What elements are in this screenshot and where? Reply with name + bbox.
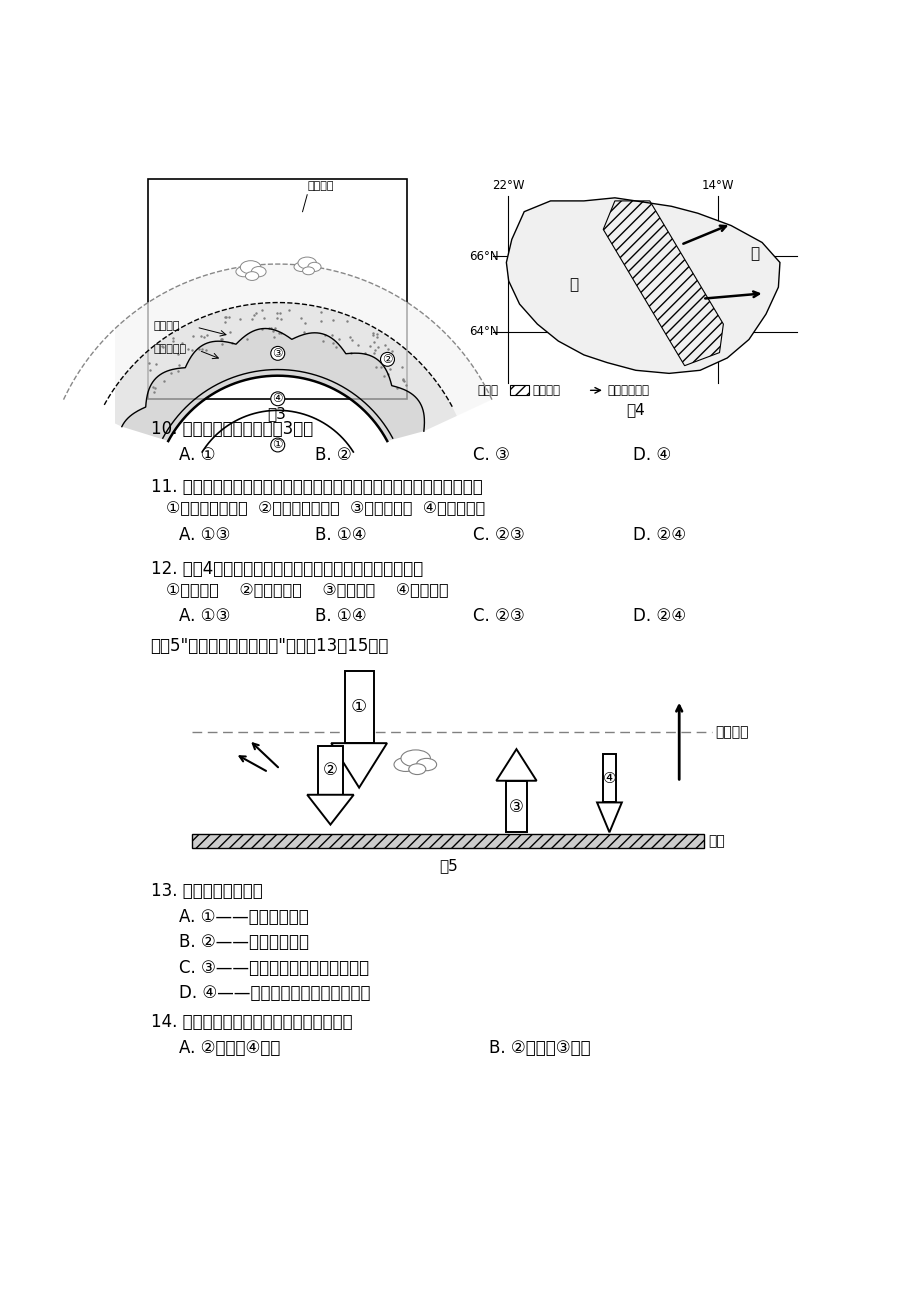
Text: ①: ① (272, 439, 283, 452)
Bar (510, 385, 528, 395)
Ellipse shape (401, 750, 430, 767)
Circle shape (270, 392, 284, 406)
Text: 11. 火山一旦爆发，火山灰将向欧洲上空扩散，起作用的气压带、风带是: 11. 火山一旦爆发，火山灰将向欧洲上空扩散，起作用的气压带、风带是 (151, 478, 482, 496)
Polygon shape (307, 794, 353, 824)
Text: 地面: 地面 (707, 835, 724, 849)
Ellipse shape (240, 260, 261, 273)
Text: 活火山带: 活火山带 (531, 384, 560, 397)
Text: 古登堡界面: 古登堡界面 (153, 344, 187, 354)
Text: C. ②③: C. ②③ (472, 608, 524, 625)
Text: 14. 多云的天气昼夜温差较小，主要是因为: 14. 多云的天气昼夜温差较小，主要是因为 (151, 1013, 352, 1031)
Text: 13. 下列描述正确的是: 13. 下列描述正确的是 (151, 881, 262, 900)
Text: A. ①: A. ① (178, 445, 215, 464)
Text: ④: ④ (602, 771, 616, 785)
Text: 板块运动方向: 板块运动方向 (607, 384, 649, 397)
Text: D. ②④: D. ②④ (632, 608, 685, 625)
Text: 10. 火山喷发的物质来自图3中的: 10. 火山喷发的物质来自图3中的 (151, 419, 312, 437)
Polygon shape (121, 328, 424, 441)
Text: A. ①③: A. ①③ (178, 608, 230, 625)
Text: 12. 从图4可以看出，冰岛地震、火山活动频繁是因为处于: 12. 从图4可以看出，冰岛地震、火山活动频繁是因为处于 (151, 560, 423, 578)
Text: C. ③——近地面大气的主要直接热源: C. ③——近地面大气的主要直接热源 (178, 958, 369, 976)
Bar (318, 746, 342, 794)
Polygon shape (505, 198, 779, 374)
Bar (505, 781, 527, 832)
Bar (192, 833, 703, 848)
Ellipse shape (393, 758, 417, 772)
Text: 莫霍界面: 莫霍界面 (153, 320, 180, 331)
Bar (147, 180, 407, 398)
Ellipse shape (298, 256, 316, 268)
Ellipse shape (245, 272, 258, 280)
Text: B. ②: B. ② (314, 445, 351, 464)
Ellipse shape (302, 267, 314, 275)
Circle shape (270, 437, 284, 452)
Text: 14°W: 14°W (701, 178, 733, 191)
Polygon shape (63, 264, 492, 415)
Polygon shape (495, 749, 536, 781)
Text: 图例：: 图例： (477, 384, 498, 397)
Ellipse shape (251, 267, 266, 277)
Ellipse shape (408, 764, 425, 775)
Text: D. ④——使日落后的天空仍然很明亮: D. ④——使日落后的天空仍然很明亮 (178, 984, 369, 1003)
Circle shape (380, 353, 394, 366)
Text: C. ③: C. ③ (472, 445, 509, 464)
Text: B. ②——地面短波辐射: B. ②——地面短波辐射 (178, 934, 308, 952)
Ellipse shape (308, 262, 321, 272)
Text: ①: ① (351, 698, 367, 716)
Text: 大气上界: 大气上界 (715, 725, 748, 740)
Text: 图4: 图4 (626, 402, 644, 418)
Polygon shape (596, 802, 621, 832)
Text: ③: ③ (508, 798, 523, 815)
Text: ①副热带高气压带  ②副极地低气压带  ③东北信风带  ④盛行西风带: ①副热带高气压带 ②副极地低气压带 ③东北信风带 ④盛行西风带 (166, 501, 485, 516)
Ellipse shape (235, 267, 252, 277)
Text: ④: ④ (272, 392, 283, 405)
Polygon shape (331, 743, 387, 788)
Bar (345, 671, 373, 743)
Ellipse shape (416, 758, 437, 771)
Text: B. ①④: B. ①④ (314, 526, 366, 544)
Text: B. ①④: B. ①④ (314, 608, 366, 625)
Text: A. ①③: A. ①③ (178, 526, 230, 544)
Text: 岛: 岛 (750, 246, 759, 260)
Text: ①板块内部    ②板块交界处    ③生长边界    ④消亡边界: ①板块内部 ②板块交界处 ③生长边界 ④消亡边界 (166, 583, 448, 598)
Text: A. ①——太阳长波辐射: A. ①——太阳长波辐射 (178, 907, 308, 926)
Circle shape (270, 346, 284, 361)
Text: ②: ② (381, 353, 392, 366)
Text: D. ④: D. ④ (632, 445, 670, 464)
Text: 大气上界: 大气上界 (307, 181, 334, 191)
Text: 22°W: 22°W (491, 178, 524, 191)
Text: D. ②④: D. ②④ (632, 526, 685, 544)
Ellipse shape (294, 262, 308, 272)
Text: A. ②增强，④增强: A. ②增强，④增强 (178, 1039, 279, 1057)
Text: 66°N: 66°N (469, 250, 498, 263)
Text: C. ②③: C. ②③ (472, 526, 524, 544)
Text: 图5: 图5 (438, 858, 457, 874)
Bar (602, 754, 615, 802)
Text: ②: ② (323, 762, 337, 780)
Text: ③: ③ (272, 346, 283, 359)
Text: B. ②减弱，③增强: B. ②减弱，③增强 (488, 1039, 589, 1057)
Polygon shape (98, 302, 457, 431)
Text: 读图5"大气受热过程示意图"，回答13～15题。: 读图5"大气受热过程示意图"，回答13～15题。 (151, 637, 389, 655)
Text: 图3: 图3 (267, 406, 286, 422)
Text: 64°N: 64°N (469, 326, 498, 339)
Text: 冰: 冰 (569, 277, 578, 292)
